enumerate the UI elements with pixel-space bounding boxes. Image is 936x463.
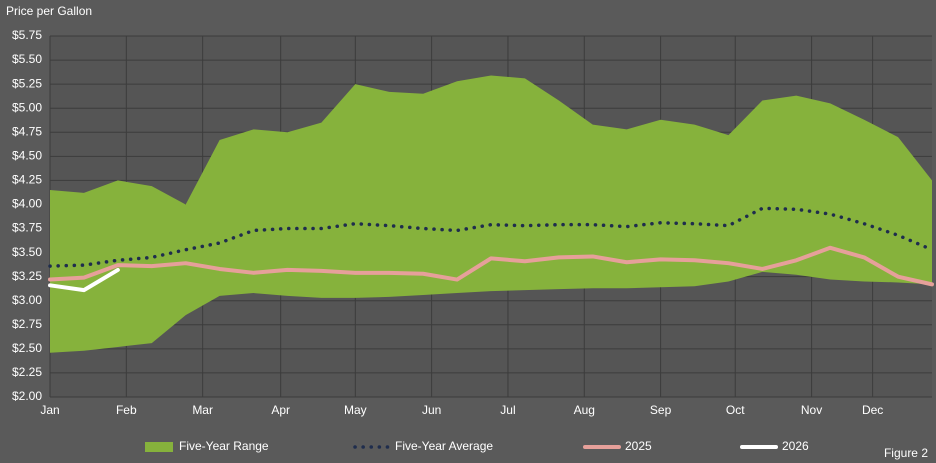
x-tick-label: Nov	[801, 403, 822, 417]
y-tick-label: $3.00	[12, 293, 42, 307]
legend-label: Five-Year Average	[395, 439, 493, 453]
y-tick-label: $4.75	[12, 124, 42, 138]
x-tick-label: Oct	[726, 403, 745, 417]
legend-label: Five-Year Range	[179, 439, 269, 453]
y-tick-label: $2.50	[12, 341, 42, 355]
legend-swatch	[145, 442, 173, 452]
y-tick-label: $2.00	[12, 389, 42, 403]
legend-label: 2025	[625, 439, 652, 453]
x-tick-label: Jan	[40, 403, 59, 417]
range-area	[50, 75, 932, 353]
y-tick-label: $4.25	[12, 173, 42, 187]
y-tick-label: $3.50	[12, 245, 42, 259]
y-tick-label: $5.00	[12, 100, 42, 114]
x-tick-label: Jul	[500, 403, 515, 417]
y-tick-label: $5.75	[12, 28, 42, 42]
figure-label: Figure 2	[884, 446, 928, 460]
legend-label: 2026	[782, 439, 809, 453]
y-tick-label: $4.00	[12, 197, 42, 211]
series-line	[48, 245, 934, 287]
y-tick-label: $3.25	[12, 269, 42, 283]
y-tick-label: $4.50	[12, 149, 42, 163]
y-tick-label: $2.75	[12, 317, 42, 331]
series-line	[48, 206, 934, 268]
x-tick-label: Jun	[422, 403, 441, 417]
y-tick-label: $5.50	[12, 52, 42, 66]
x-tick-label: Apr	[271, 403, 290, 417]
x-tick-label: May	[344, 403, 367, 417]
y-tick-label: $2.25	[12, 365, 42, 379]
x-tick-label: Dec	[862, 403, 883, 417]
x-tick-label: Mar	[192, 403, 213, 417]
chart-title: Price per Gallon	[6, 4, 92, 18]
y-tick-label: $3.75	[12, 221, 42, 235]
x-tick-label: Feb	[116, 403, 137, 417]
x-tick-label: Sep	[650, 403, 672, 417]
y-tick-label: $5.25	[12, 76, 42, 90]
series-line	[48, 267, 120, 293]
x-tick-label: Aug	[574, 403, 595, 417]
